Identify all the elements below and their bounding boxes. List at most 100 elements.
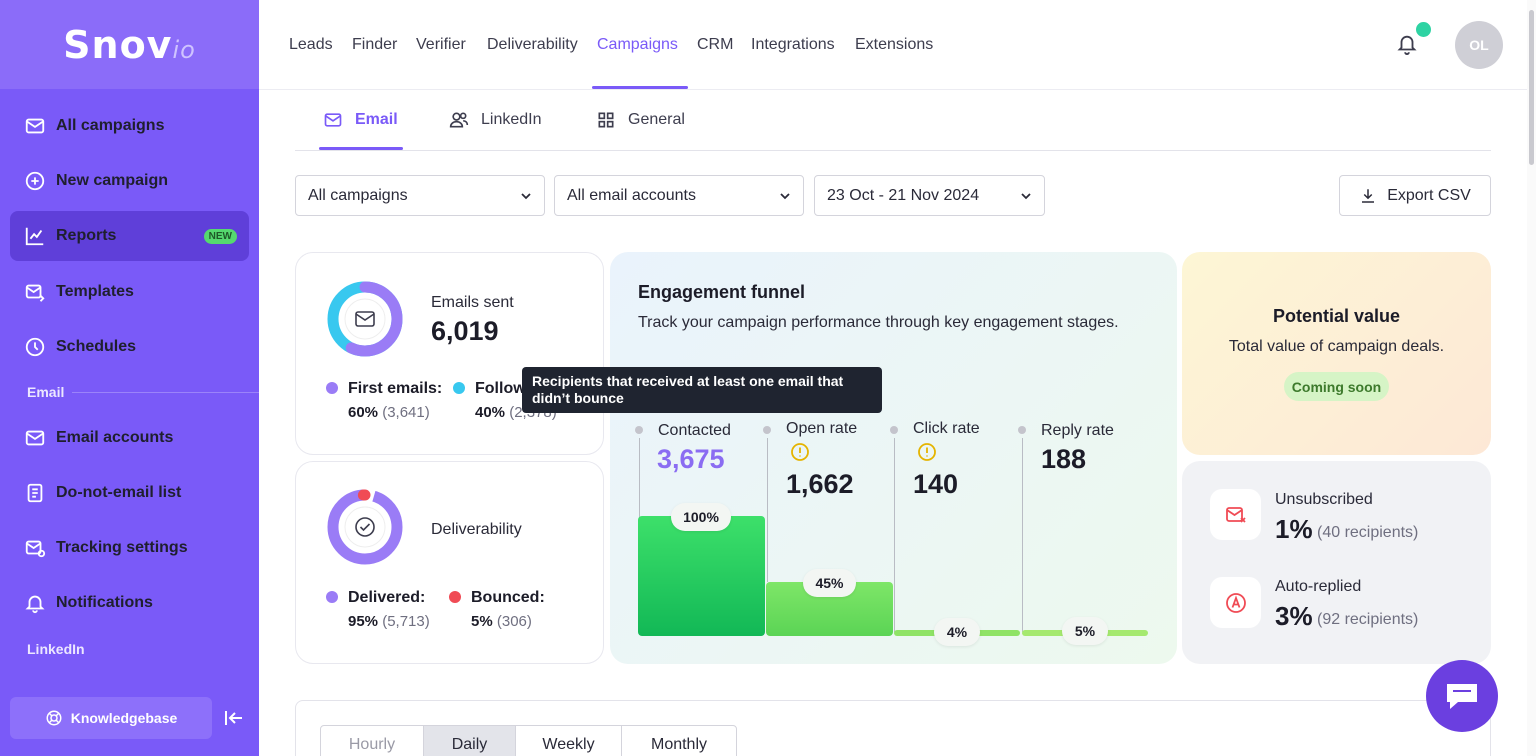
users-icon <box>449 112 469 128</box>
warning-icon[interactable] <box>917 442 937 462</box>
plus-circle-icon <box>25 171 45 191</box>
period-daily[interactable]: Daily <box>423 725 516 756</box>
sidebar-item-label: Email accounts <box>56 429 174 446</box>
date-range-select[interactable]: 23 Oct - 21 Nov 2024 <box>814 175 1045 216</box>
stage-value-open-rate: 1,662 <box>786 469 854 499</box>
autoreply-icon-box <box>1210 577 1261 628</box>
sidebar-item-label: Notifications <box>56 594 153 611</box>
sidebar-item-label: Templates <box>56 283 134 300</box>
delivered-dot <box>326 591 338 603</box>
stage-line <box>894 438 895 632</box>
funnel-pct-click-rate: 4% <box>934 618 980 646</box>
mail-settings-icon <box>25 540 46 558</box>
sidebar-item-label: Do-not-email list <box>56 484 182 501</box>
topnav-integrations[interactable]: Integrations <box>751 36 835 53</box>
campaigns-select[interactable]: All campaigns <box>295 175 545 216</box>
stage-label-contacted: Contacted <box>658 422 731 439</box>
sidebar-item-all-campaigns[interactable]: All campaigns <box>10 101 249 151</box>
lifebuoy-icon <box>46 710 62 726</box>
sidebar-item-templates[interactable]: Templates <box>10 267 249 317</box>
email-accounts-select[interactable]: All email accounts <box>554 175 804 216</box>
auto-reply-icon <box>1225 592 1246 613</box>
period-hourly[interactable]: Hourly <box>320 725 424 756</box>
top-navigation <box>259 0 1536 90</box>
sidebar-item-label: New campaign <box>56 172 169 189</box>
avatar[interactable]: OL <box>1455 21 1503 69</box>
topnav-active-indicator <box>592 86 688 89</box>
unsubscribed-label: Unsubscribed <box>1275 491 1373 508</box>
mail-icon <box>355 311 375 327</box>
mail-icon <box>25 118 45 134</box>
sidebar-item-schedules[interactable]: Schedules <box>10 322 249 372</box>
topnav-crm[interactable]: CRM <box>697 36 734 53</box>
export-csv-button[interactable]: Export CSV <box>1339 175 1491 216</box>
period-monthly[interactable]: Monthly <box>621 725 737 756</box>
emails-sent-value: 6,019 <box>431 316 499 346</box>
logo-area: Snovio <box>0 0 259 89</box>
deliverability-donut <box>326 488 404 566</box>
sidebar-item-label: Reports <box>56 227 117 244</box>
sidebar-item-reports[interactable]: Reports NEW <box>10 211 249 261</box>
sidebar-item-label: Schedules <box>56 338 137 355</box>
notification-dot <box>1416 22 1431 37</box>
stage-dot <box>890 426 898 434</box>
subtab-divider <box>295 150 1491 151</box>
unsubscribed-pct: 1% <box>1275 514 1313 544</box>
bounced-label: Bounced: <box>471 589 545 606</box>
chat-icon <box>1447 684 1477 709</box>
contacted-tooltip: Recipients that received at least one em… <box>522 367 882 413</box>
potential-value-card <box>1182 252 1491 455</box>
sidebar-item-label: Tracking settings <box>56 539 188 556</box>
mail-icon <box>324 113 342 127</box>
download-icon <box>1362 188 1375 203</box>
knowledgebase-button[interactable]: Knowledgebase <box>10 697 212 739</box>
potential-value-subtitle: Total value of campaign deals. <box>1228 338 1445 355</box>
first-emails-value: 60% (3,641) <box>348 404 430 421</box>
new-badge: NEW <box>203 228 237 244</box>
stage-dot <box>763 426 771 434</box>
topnav-deliverability[interactable]: Deliverability <box>487 36 578 53</box>
sidebar-item-new-campaign[interactable]: New campaign <box>10 156 249 206</box>
bounced-dot <box>449 591 461 603</box>
unsubscribe-icon-box <box>1210 489 1261 540</box>
first-emails-label: First emails: <box>348 380 443 397</box>
topnav-verifier[interactable]: Verifier <box>416 36 466 53</box>
grid-icon <box>598 112 614 128</box>
list-icon <box>27 483 43 503</box>
tab-general[interactable]: General <box>596 108 685 132</box>
collapse-sidebar-icon[interactable] <box>222 706 246 730</box>
sidebar-item-notifications[interactable]: Notifications <box>10 578 249 628</box>
stage-value-contacted: 3,675 <box>657 444 725 474</box>
page-scrollbar[interactable] <box>1527 0 1536 756</box>
bounced-value: 5% (306) <box>471 613 532 630</box>
stage-label-click-rate: Click rate <box>913 420 980 437</box>
tab-email[interactable]: Email <box>323 108 398 132</box>
topnav-leads[interactable]: Leads <box>289 36 333 53</box>
stage-line <box>1022 438 1023 632</box>
template-icon <box>25 284 45 302</box>
warning-icon[interactable] <box>790 442 810 462</box>
mail-icon <box>25 430 45 446</box>
unsubscribed-count: (40 recipients) <box>1317 524 1419 541</box>
stage-label-reply-rate: Reply rate <box>1041 422 1114 439</box>
emails-sent-card <box>295 252 604 455</box>
sidebar-item-email-accounts[interactable]: Email accounts <box>10 413 249 463</box>
snovio-logo[interactable]: Snovio <box>63 22 196 67</box>
sidebar-item-tracking-settings[interactable]: Tracking settings <box>10 523 249 573</box>
scrollbar-thumb[interactable] <box>1529 10 1534 165</box>
topnav-campaigns[interactable]: Campaigns <box>597 36 678 53</box>
tab-linkedin[interactable]: LinkedIn <box>449 108 542 132</box>
topnav-finder[interactable]: Finder <box>352 36 398 53</box>
chat-button[interactable] <box>1426 660 1498 732</box>
funnel-pct-open-rate: 45% <box>803 569 856 597</box>
period-weekly[interactable]: Weekly <box>515 725 622 756</box>
first-emails-dot <box>326 382 338 394</box>
sidebar-item-do-not-email-list[interactable]: Do-not-email list <box>10 468 249 518</box>
subtab-active-indicator <box>319 147 403 150</box>
follow-ups-label: Follow- <box>475 380 531 397</box>
chevron-down-icon <box>1021 192 1031 199</box>
notifications-bell-icon[interactable] <box>1396 32 1418 56</box>
emails-sent-donut <box>327 281 403 357</box>
autoreplied-label: Auto-replied <box>1275 578 1362 595</box>
topnav-extensions[interactable]: Extensions <box>855 36 934 53</box>
